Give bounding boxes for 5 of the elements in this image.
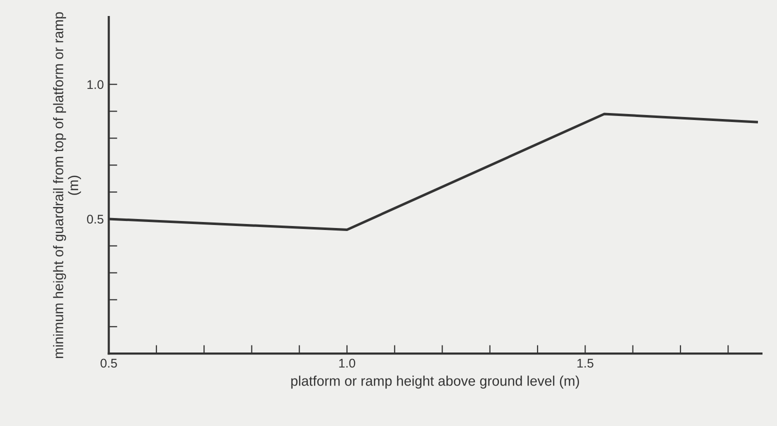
- x-tick-label: 0.5: [100, 358, 117, 368]
- x-axis-title: platform or ramp height above ground level (m): [291, 376, 580, 389]
- x-tick-label: 1.5: [577, 358, 594, 368]
- y-axis-title: minimum height of guardrail from top of platform or ramp (m): [53, 12, 81, 358]
- x-tick-label: 1.0: [339, 358, 356, 368]
